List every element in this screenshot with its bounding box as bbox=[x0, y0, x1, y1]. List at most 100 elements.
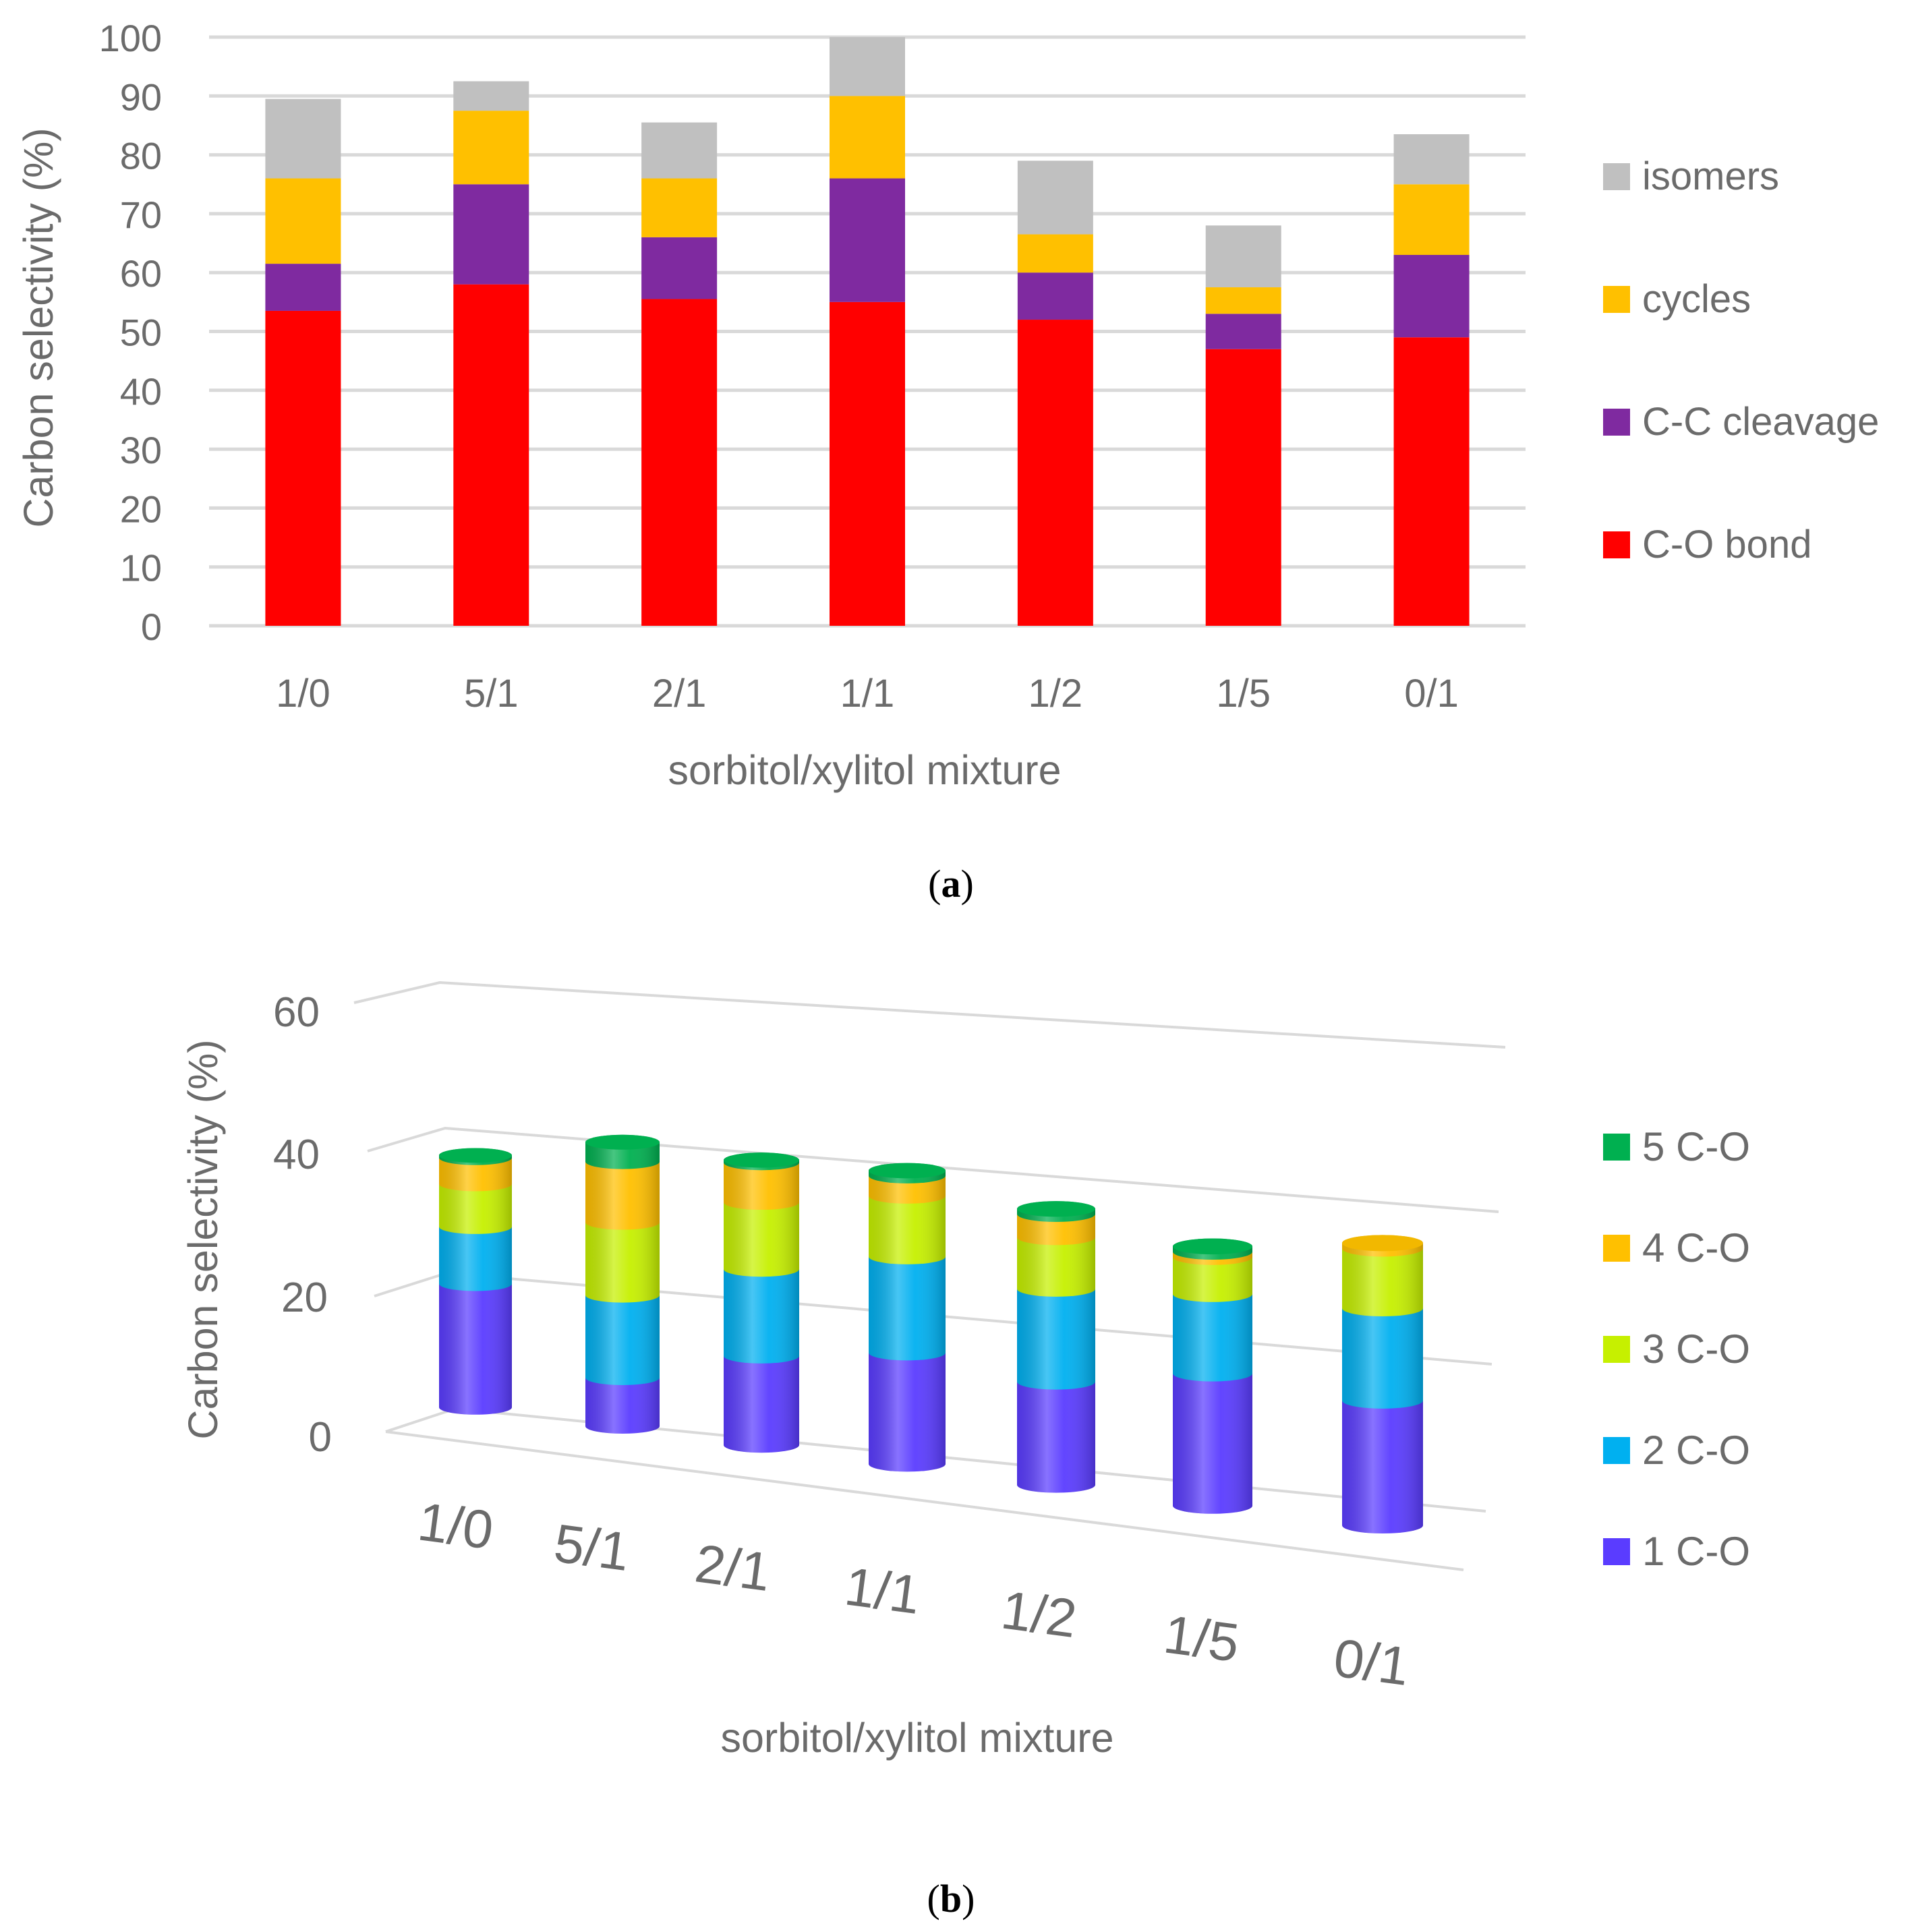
b-x-tick-1-5: 1/5 bbox=[1161, 1604, 1243, 1673]
a-bar-c-o-bond-1-5 bbox=[1205, 349, 1281, 626]
b-panel-letter: b bbox=[940, 1877, 962, 1921]
b-cap-1-5 bbox=[1173, 1238, 1252, 1255]
a-y-tick-90: 90 bbox=[120, 76, 162, 118]
a-y-tick-80: 80 bbox=[120, 135, 162, 177]
b-segment-shade-1-c-o-5-1 bbox=[585, 1370, 660, 1434]
b-y-tick-20: 20 bbox=[281, 1275, 328, 1321]
b-x-axis-title: sorbitol/xylitol mixture bbox=[720, 1715, 1113, 1761]
b-segment-shade-1-c-o-1-1 bbox=[869, 1345, 946, 1472]
b-x-tick-0-1: 0/1 bbox=[1331, 1627, 1413, 1697]
a-bar-isomers-5-1 bbox=[453, 81, 529, 111]
a-panel-caption: (a) bbox=[928, 862, 974, 906]
a-bar-isomers-1-0 bbox=[265, 98, 341, 179]
b-cap-1-0 bbox=[439, 1148, 512, 1163]
b-y-tick-labels: 0 20 40 60 bbox=[273, 989, 332, 1461]
b-cylinder-1-2 bbox=[1017, 1201, 1095, 1493]
a-bar-cycles-1-0 bbox=[265, 178, 341, 264]
a-legend-swatch-isomers bbox=[1603, 163, 1630, 190]
b-y-tick-0: 0 bbox=[309, 1414, 332, 1461]
b-segment-shade-3-c-o-2-1 bbox=[724, 1194, 799, 1277]
a-panel-letter: a bbox=[941, 862, 961, 906]
b-segment-shade-2-c-o-2-1 bbox=[724, 1261, 799, 1364]
b-segment-shade-2-c-o-5-1 bbox=[585, 1287, 660, 1385]
a-legend-label-c-o-bond: C-O bond bbox=[1642, 523, 1811, 566]
a-x-tick-0-1: 0/1 bbox=[1404, 672, 1459, 715]
b-cylinder-2-1 bbox=[724, 1152, 799, 1453]
b-x-tick-5-1: 5/1 bbox=[551, 1513, 633, 1582]
a-y-tick-10: 10 bbox=[120, 547, 162, 589]
b-legend: 5 C-O 4 C-O 3 C-O 2 C-O 1 C-O bbox=[1603, 1124, 1750, 1574]
b-y-axis-title: Carbon selectivity (%) bbox=[180, 1039, 226, 1439]
a-bar-c-o-bond-0-1 bbox=[1393, 337, 1470, 626]
b-cap-1-1 bbox=[869, 1163, 946, 1179]
a-legend-label-isomers: isomers bbox=[1642, 154, 1779, 198]
a-legend-label-c-c-cleavage: C-C cleavage bbox=[1642, 400, 1879, 444]
chart-b: 0 20 40 60 1/0 5/1 2/1 1/1 1/2 1/5 0/1 sorbitol/x… bbox=[180, 980, 1750, 1921]
b-segment-shade-1-c-o-1-5 bbox=[1173, 1365, 1252, 1514]
b-segment-shade-3-c-o-1-0 bbox=[439, 1176, 512, 1234]
a-x-axis-title: sorbitol/xylitol mixture bbox=[668, 747, 1061, 793]
b-segment-shade-3-c-o-1-2 bbox=[1017, 1229, 1095, 1297]
b-x-tick-labels: 1/0 5/1 2/1 1/1 1/2 1/5 0/1 bbox=[415, 1491, 1413, 1697]
a-bar-cycles-1-5 bbox=[1205, 287, 1281, 314]
a-legend-swatch-c-o-bond bbox=[1603, 531, 1630, 558]
b-legend-swatch-1-c-o bbox=[1603, 1538, 1630, 1565]
b-cylinder-1-0 bbox=[439, 1148, 512, 1415]
b-legend-label-4-c-o: 4 C-O bbox=[1642, 1225, 1750, 1270]
a-bar-c-c-cleavage-0-1 bbox=[1393, 255, 1470, 338]
a-bar-c-o-bond-1-0 bbox=[265, 310, 341, 626]
b-floor-front-edge bbox=[385, 1430, 1464, 1571]
a-bar-c-o-bond-2-1 bbox=[641, 299, 718, 626]
a-bar-c-c-cleavage-1-5 bbox=[1205, 314, 1281, 349]
b-legend-swatch-5-c-o bbox=[1603, 1134, 1630, 1161]
a-legend-label-cycles: cycles bbox=[1642, 277, 1751, 321]
b-panel-caption: (b) bbox=[927, 1877, 975, 1921]
a-bar-cycles-1-1 bbox=[830, 96, 905, 179]
b-cap-1-2 bbox=[1017, 1201, 1095, 1217]
b-legend-label-5-c-o: 5 C-O bbox=[1642, 1124, 1750, 1169]
b-segment-shade-3-c-o-1-1 bbox=[869, 1188, 946, 1264]
b-legend-label-1-c-o: 1 C-O bbox=[1642, 1529, 1750, 1574]
a-x-tick-2-1: 2/1 bbox=[652, 672, 707, 715]
a-bar-isomers-1-5 bbox=[1205, 225, 1281, 288]
a-bar-isomers-1-2 bbox=[1017, 160, 1093, 235]
b-segment-shade-4-c-o-5-1 bbox=[585, 1154, 660, 1230]
b-cap-2-1 bbox=[724, 1152, 799, 1168]
a-bar-c-c-cleavage-1-0 bbox=[265, 264, 341, 311]
a-y-tick-labels: 0 10 20 30 40 50 60 70 80 90 100 bbox=[99, 17, 162, 648]
b-segment-shade-2-c-o-1-0 bbox=[439, 1219, 512, 1291]
a-legend-swatch-c-c-cleavage bbox=[1603, 409, 1630, 436]
a-bar-c-o-bond-1-2 bbox=[1017, 320, 1093, 626]
a-bar-isomers-1-1 bbox=[830, 37, 905, 96]
b-gridline-60 bbox=[353, 980, 1506, 1049]
a-bar-c-c-cleavage-2-1 bbox=[641, 237, 718, 299]
a-y-tick-30: 30 bbox=[120, 429, 162, 471]
b-legend-swatch-3-c-o bbox=[1603, 1336, 1630, 1363]
b-segment-shade-1-c-o-0-1 bbox=[1342, 1392, 1423, 1533]
a-y-tick-100: 100 bbox=[99, 17, 162, 59]
a-bar-c-c-cleavage-1-2 bbox=[1017, 272, 1093, 320]
a-y-tick-20: 20 bbox=[120, 488, 162, 530]
b-cylinders bbox=[439, 1134, 1423, 1533]
b-segment-shade-3-c-o-0-1 bbox=[1342, 1240, 1423, 1316]
a-x-tick-labels: 1/0 5/1 2/1 1/1 1/2 1/5 0/1 bbox=[276, 672, 1459, 715]
a-x-tick-1-2: 1/2 bbox=[1028, 672, 1083, 715]
b-segment-shade-3-c-o-5-1 bbox=[585, 1214, 660, 1303]
b-legend-label-3-c-o: 3 C-O bbox=[1642, 1326, 1750, 1372]
a-legend-swatch-cycles bbox=[1603, 286, 1630, 313]
a-bar-cycles-2-1 bbox=[641, 178, 718, 237]
b-segment-shade-2-c-o-1-1 bbox=[869, 1249, 946, 1361]
b-cylinder-5-1 bbox=[585, 1134, 660, 1434]
a-bar-cycles-5-1 bbox=[453, 111, 529, 185]
b-x-tick-1-0: 1/0 bbox=[415, 1491, 497, 1560]
a-y-axis-title: Carbon selectivity (%) bbox=[16, 127, 61, 527]
a-x-tick-5-1: 5/1 bbox=[464, 672, 519, 715]
b-segment-shade-1-c-o-2-1 bbox=[724, 1348, 799, 1453]
b-y-tick-60: 60 bbox=[273, 989, 320, 1036]
a-x-tick-1-1: 1/1 bbox=[840, 672, 895, 715]
a-x-tick-1-5: 1/5 bbox=[1216, 672, 1271, 715]
b-cap-0-1 bbox=[1342, 1235, 1423, 1252]
a-bar-isomers-2-1 bbox=[641, 122, 718, 179]
